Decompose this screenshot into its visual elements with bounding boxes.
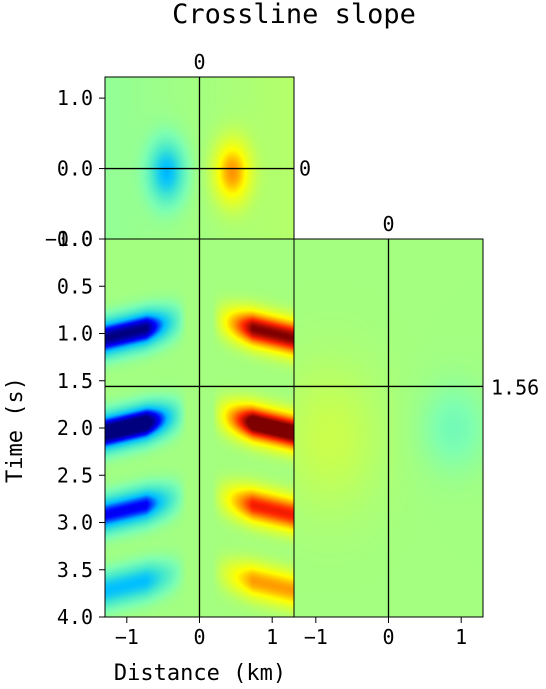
main-y-tick-label: 4.0 xyxy=(57,605,93,629)
main-y-tick-label: 0.5 xyxy=(57,274,93,298)
crosshair-x-label-side: 0 xyxy=(382,212,394,236)
main-x-tick-label: 0 xyxy=(193,625,205,649)
main-y-tick-label: 0.0 xyxy=(57,227,93,251)
main-x-tick-label: −1 xyxy=(115,625,139,649)
side-x-tick-label: 0 xyxy=(382,625,394,649)
main-y-tick-label: 3.0 xyxy=(57,511,93,535)
main-y-tick-label: 1.0 xyxy=(57,322,93,346)
main-y-tick-label: 3.5 xyxy=(57,558,93,582)
main-x-tick-label: 1 xyxy=(266,625,278,649)
top-y-tick-label: 0.0 xyxy=(57,157,93,181)
top-y-tick-label: 1.0 xyxy=(57,86,93,110)
crosshair-x-label-top: 0 xyxy=(193,50,205,74)
x-axis-label: Distance (km) xyxy=(114,661,286,686)
main-y-tick-label: 1.5 xyxy=(57,369,93,393)
side-x-tick-label: −1 xyxy=(304,625,328,649)
top-y-tick-label: −1.0 xyxy=(45,227,93,251)
crosshair-y-label-top: 0 xyxy=(299,157,311,181)
side-x-tick-label: 1 xyxy=(455,625,467,649)
crosshair-time-label: 1.56 xyxy=(491,375,539,399)
y-axis-label: Time (s) xyxy=(3,377,28,483)
main-y-tick-label: 2.0 xyxy=(57,416,93,440)
main-y-tick-label: 2.5 xyxy=(57,463,93,487)
chart-title: Crossline slope xyxy=(172,0,416,30)
